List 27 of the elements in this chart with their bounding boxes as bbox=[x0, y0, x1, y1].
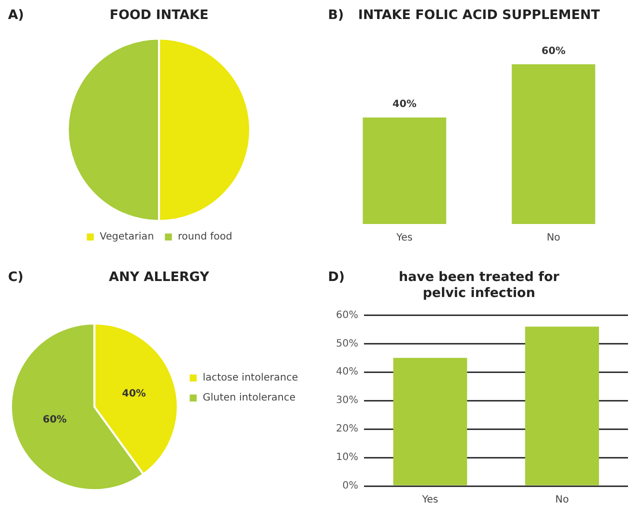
data-label: 60% bbox=[42, 414, 67, 426]
text: C) bbox=[8, 270, 24, 285]
legend-label: lactose intolerance bbox=[202, 372, 298, 384]
y-tick-label: 60% bbox=[336, 310, 358, 321]
data-label: 40% bbox=[392, 99, 416, 110]
y-tick-label: 30% bbox=[336, 395, 358, 406]
legend-label: Gluten intolerance bbox=[202, 392, 296, 404]
legend-label: round food bbox=[178, 232, 232, 243]
legend-label: Vegetarian bbox=[100, 232, 154, 243]
y-tick-label: 40% bbox=[336, 366, 358, 378]
x-tick-label: Yes bbox=[395, 232, 413, 244]
y-tick-label: 0% bbox=[342, 480, 358, 492]
y-tick-label: 50% bbox=[336, 338, 358, 350]
chart-title: INTAKE FOLIC ACID SUPPLEMENT bbox=[358, 8, 600, 24]
y-tick-label: 20% bbox=[336, 424, 358, 435]
y-tick-label: 10% bbox=[336, 452, 358, 464]
text: D) bbox=[328, 270, 345, 285]
data-label: 60% bbox=[542, 46, 566, 57]
chart-title: have been treated for pelvic infection bbox=[398, 270, 560, 301]
x-tick-label: No bbox=[546, 232, 560, 244]
x-tick-label: No bbox=[555, 494, 569, 506]
x-tick-label: Yes bbox=[421, 494, 438, 506]
text: A) bbox=[8, 8, 24, 23]
data-label: 40% bbox=[122, 388, 146, 400]
text: B) bbox=[328, 8, 344, 23]
chart-title: FOOD INTAKE bbox=[110, 8, 208, 24]
chart-title: ANY ALLERGY bbox=[108, 270, 210, 286]
